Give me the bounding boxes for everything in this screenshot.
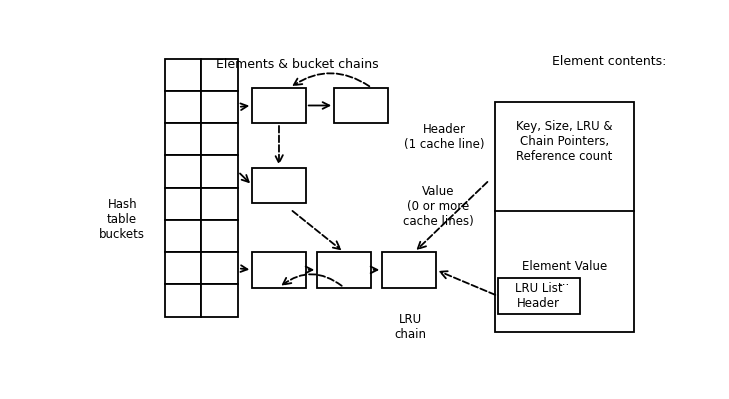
Bar — [165, 252, 201, 284]
Text: Key, Size, LRU &
Chain Pointers,
Reference count: Key, Size, LRU & Chain Pointers, Referen… — [516, 120, 612, 163]
Bar — [382, 252, 436, 288]
Text: Element contents:: Element contents: — [552, 55, 666, 68]
Bar — [201, 284, 238, 317]
Text: LRU
chain: LRU chain — [394, 314, 426, 342]
Bar — [201, 252, 238, 284]
Text: Element Value
...: Element Value ... — [522, 260, 607, 288]
Bar — [165, 123, 201, 155]
Bar — [498, 279, 580, 314]
Bar — [165, 220, 201, 252]
Bar — [201, 91, 238, 123]
Text: Elements & bucket chains: Elements & bucket chains — [216, 58, 378, 71]
Bar — [201, 59, 238, 91]
Bar — [165, 284, 201, 317]
Text: Value
(0 or more
cache lines): Value (0 or more cache lines) — [403, 185, 474, 227]
Bar — [495, 102, 634, 332]
Bar — [317, 252, 371, 288]
Bar — [201, 188, 238, 220]
Bar — [201, 156, 238, 188]
Bar — [165, 91, 201, 123]
Bar — [201, 220, 238, 252]
Text: LRU List
Header: LRU List Header — [515, 282, 563, 310]
Bar — [252, 168, 306, 203]
Bar — [165, 188, 201, 220]
Bar — [252, 252, 306, 288]
Bar — [165, 59, 201, 91]
Bar — [334, 88, 388, 123]
Bar — [252, 88, 306, 123]
Bar — [165, 156, 201, 188]
Text: Header
(1 cache line): Header (1 cache line) — [404, 123, 485, 151]
Text: Hash
table
buckets: Hash table buckets — [99, 198, 145, 241]
Bar — [201, 123, 238, 155]
